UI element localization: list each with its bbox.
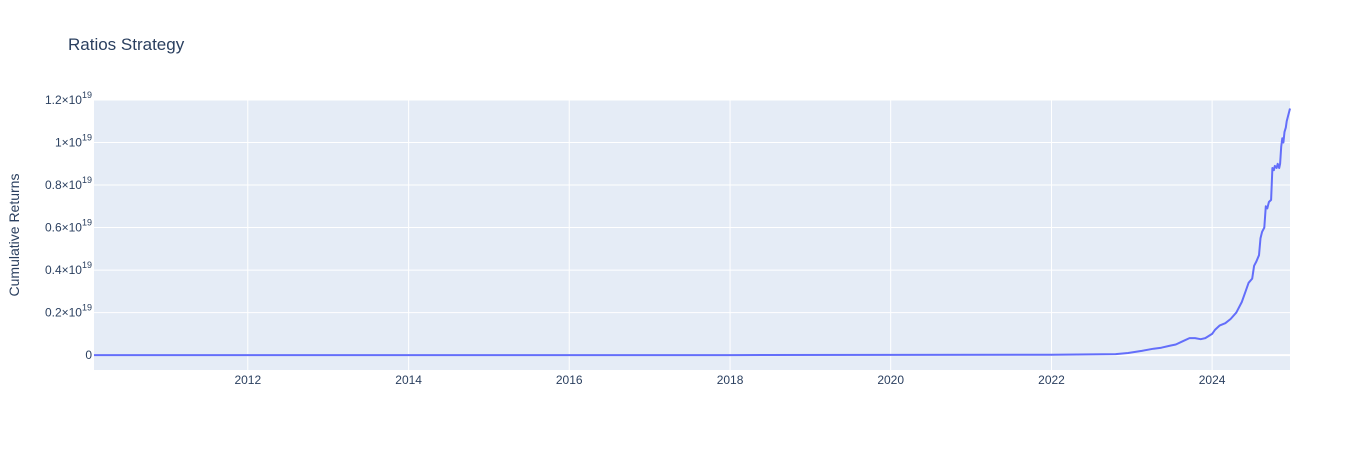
x-axis-ticks: 2012 2014 2016 2018 2020 2022 2024 xyxy=(234,373,1225,387)
y-axis-title: Cumulative Returns xyxy=(6,174,22,297)
x-tick-label: 2020 xyxy=(877,373,904,387)
chart-title: Ratios Strategy xyxy=(68,35,185,54)
y-tick-label: 0.6×1019 xyxy=(45,218,92,235)
x-gridlines xyxy=(247,100,1213,370)
y-tick-label: 0.8×1019 xyxy=(45,175,92,192)
x-tick-label: 2014 xyxy=(395,373,422,387)
x-tick-label: 2016 xyxy=(556,373,583,387)
y-axis-ticks: 0 0.2×1019 0.4×1019 0.6×1019 0.8×1019 1×1019 1… xyxy=(45,90,92,362)
y-tick-label: 0.4×1019 xyxy=(45,260,92,277)
y-tick-label: 1×1019 xyxy=(55,133,92,150)
series-line xyxy=(94,108,1291,357)
y-tick-label: 0 xyxy=(85,348,92,362)
x-tick-label: 2012 xyxy=(234,373,261,387)
x-tick-label: 2024 xyxy=(1199,373,1226,387)
plot-area[interactable] xyxy=(94,100,1290,370)
x-tick-label: 2022 xyxy=(1038,373,1065,387)
y-gridlines xyxy=(94,99,1290,357)
y-tick-label: 0.2×1019 xyxy=(45,303,92,320)
y-tick-label: 1.2×1019 xyxy=(45,90,92,107)
x-tick-label: 2018 xyxy=(717,373,744,387)
